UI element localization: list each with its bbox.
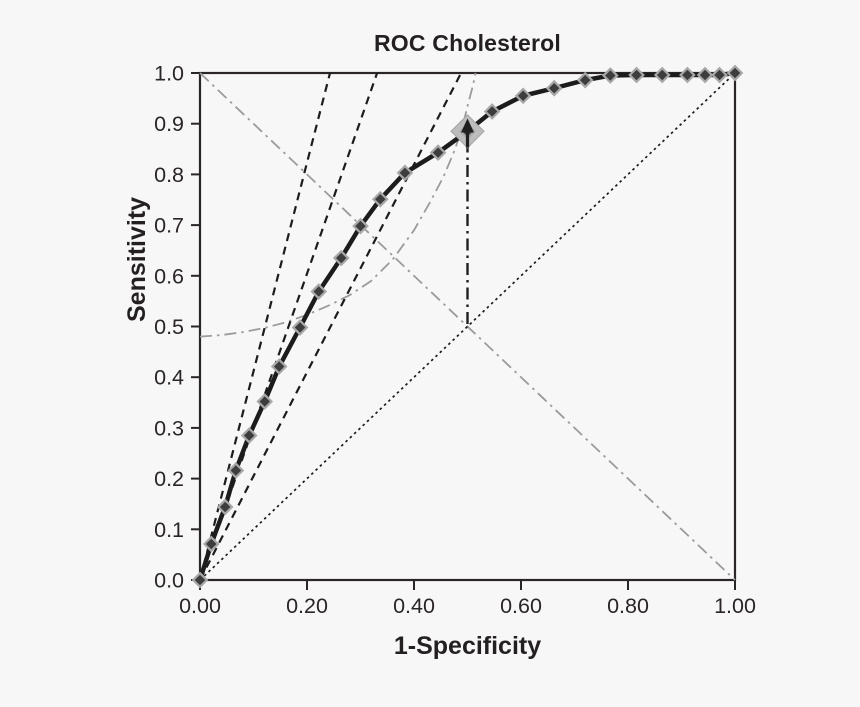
roc-point-marker — [371, 190, 389, 208]
roc-point-marker — [696, 66, 714, 84]
x-tick-label: 0.40 — [393, 594, 435, 618]
x-tick-label: 1.00 — [714, 594, 756, 618]
x-tick-label: 0.80 — [607, 594, 649, 618]
roc-point-marker — [216, 498, 234, 516]
y-tick-label: 0.2 — [154, 467, 184, 491]
roc-point-marker — [240, 427, 258, 444]
roc-point-marker — [256, 393, 274, 410]
roc-point-marker — [679, 66, 696, 84]
roc-point-marker — [332, 249, 350, 267]
roc-point-marker — [227, 462, 245, 479]
y-tick-label: 0.0 — [154, 569, 184, 593]
roc-point-marker — [202, 535, 220, 553]
anti-diagonal-line — [199, 72, 736, 581]
roc-point-marker — [310, 283, 328, 300]
slope-line-shallow-line — [199, 72, 463, 581]
roc-point-marker — [545, 79, 563, 97]
plot-frame — [198, 71, 737, 582]
roc-point-marker — [653, 66, 671, 84]
roc-point-marker — [483, 103, 501, 120]
y-tick-label: 0.4 — [154, 366, 184, 390]
x-tick-label: 0.00 — [179, 594, 221, 618]
y-tick-label: 1.0 — [154, 62, 184, 86]
roc-point-marker — [711, 66, 728, 84]
roc-point-marker — [514, 87, 532, 105]
roc-point-marker — [270, 358, 288, 375]
x-axis-label: 1-Specificity — [393, 632, 542, 660]
chart-title: ROC Cholesterol — [373, 30, 562, 56]
roc-point-marker — [291, 319, 309, 336]
x-tick-label: 0.20 — [286, 594, 328, 618]
roc-point-marker — [352, 217, 369, 235]
roc-point-marker — [726, 64, 744, 82]
y-tick-label: 0.9 — [154, 112, 184, 136]
arrow-head-icon — [461, 118, 474, 133]
gray-criterion-curve-line — [199, 72, 477, 338]
roc-point-marker — [429, 144, 447, 161]
y-tick-label: 0.1 — [154, 518, 184, 542]
roc-point-marker — [396, 164, 414, 182]
roc-point-marker — [628, 66, 645, 84]
x-tick-label: 0.60 — [500, 594, 542, 618]
slope-line-steep-line — [198, 72, 332, 581]
roc-point-marker — [576, 71, 594, 89]
chance-diagonal-line — [199, 72, 736, 581]
y-tick-label: 0.5 — [154, 315, 184, 339]
y-tick-label: 0.6 — [154, 264, 184, 288]
y-tick-label: 0.8 — [154, 163, 184, 187]
roc-point-marker — [601, 67, 619, 84]
y-tick-label: 0.3 — [154, 416, 184, 440]
y-tick-label: 0.7 — [154, 214, 184, 238]
roc-point-marker — [191, 571, 209, 589]
